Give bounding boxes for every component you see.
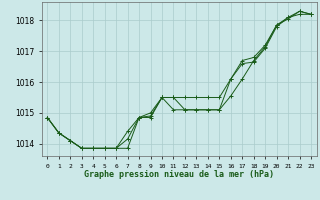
X-axis label: Graphe pression niveau de la mer (hPa): Graphe pression niveau de la mer (hPa) <box>84 170 274 179</box>
